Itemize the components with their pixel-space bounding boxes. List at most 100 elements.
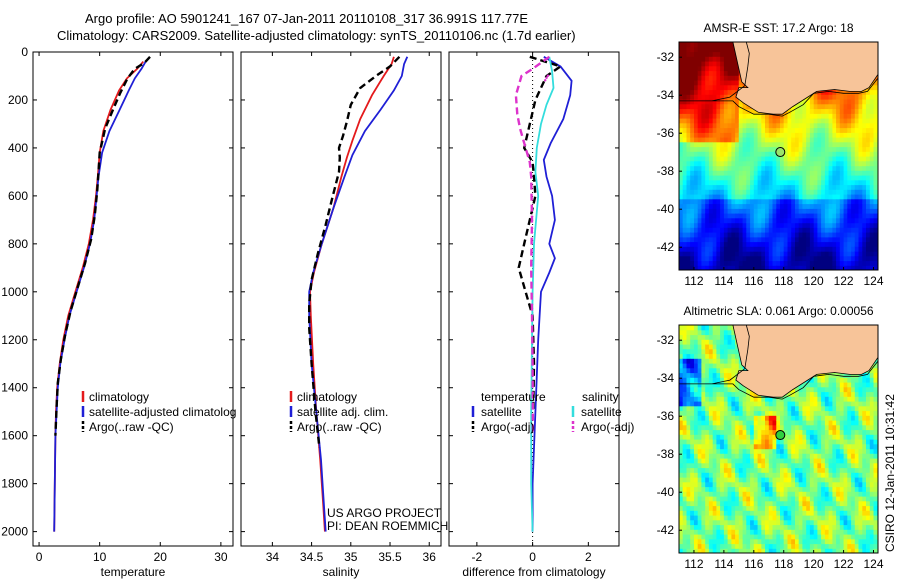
sst-cell bbox=[768, 151, 774, 157]
sst-cell bbox=[682, 208, 687, 214]
sst-cell bbox=[723, 56, 729, 62]
sla-cell bbox=[708, 491, 714, 497]
sst-cell bbox=[746, 260, 751, 266]
sla-cell bbox=[757, 510, 762, 516]
sst-cell bbox=[694, 217, 699, 224]
sla-cell bbox=[731, 334, 736, 340]
sst-cell bbox=[727, 179, 732, 186]
sla-cell bbox=[817, 401, 822, 407]
sst-cell bbox=[813, 232, 818, 238]
sla-cell bbox=[772, 496, 777, 502]
sla-cell bbox=[708, 386, 714, 393]
sst-cell bbox=[746, 227, 751, 233]
sla-cell bbox=[832, 543, 837, 549]
sla-cell bbox=[679, 334, 684, 340]
sla-cell bbox=[705, 491, 710, 497]
sst-cell bbox=[686, 170, 691, 176]
sla-cell bbox=[746, 486, 751, 492]
sst-cell bbox=[817, 194, 822, 200]
sst-cell bbox=[753, 189, 759, 195]
sla-cell bbox=[682, 491, 687, 497]
sst-cell bbox=[843, 265, 848, 270]
sst-cell bbox=[701, 203, 706, 209]
sla-cell bbox=[708, 410, 714, 416]
sst-cell bbox=[727, 99, 732, 105]
sla-cell bbox=[750, 500, 755, 507]
sst-cell bbox=[679, 260, 684, 266]
sla-cell bbox=[768, 396, 774, 402]
sst-cell bbox=[723, 89, 729, 95]
sla-cell bbox=[727, 515, 732, 521]
sst-cell bbox=[806, 99, 811, 105]
sla-cell bbox=[791, 467, 796, 473]
sst-cell bbox=[757, 260, 762, 266]
sla-cell bbox=[697, 524, 702, 530]
sla-cell bbox=[720, 420, 725, 426]
sst-cell bbox=[813, 246, 818, 252]
sla-cell bbox=[694, 391, 699, 397]
sst-cell bbox=[750, 132, 755, 138]
sla-cell bbox=[731, 524, 736, 530]
sla-cell bbox=[727, 391, 732, 397]
sst-cell bbox=[809, 113, 815, 119]
sst-cell bbox=[686, 75, 691, 81]
sst-cell bbox=[817, 203, 822, 209]
sla-cell bbox=[828, 538, 833, 545]
sla-cell bbox=[768, 458, 774, 464]
sla-cell bbox=[809, 500, 815, 507]
sla-cell bbox=[712, 410, 717, 416]
sst-cell bbox=[795, 222, 800, 228]
sla-cell bbox=[817, 458, 822, 464]
sst-cell bbox=[787, 170, 792, 176]
sla-cell bbox=[821, 439, 826, 445]
sst-cell bbox=[690, 132, 695, 138]
sla-cell bbox=[787, 439, 792, 445]
sst-cell bbox=[757, 184, 762, 190]
sla-cell bbox=[694, 472, 699, 478]
sst-cell bbox=[690, 75, 695, 81]
sst-cell bbox=[783, 165, 788, 171]
sst-cell bbox=[757, 113, 762, 119]
sla-cell bbox=[686, 348, 691, 355]
sst-cell bbox=[832, 260, 837, 266]
sla-cell bbox=[694, 405, 699, 412]
sst-cell bbox=[854, 241, 860, 247]
sla-cell bbox=[772, 510, 777, 516]
sla-cell bbox=[780, 453, 785, 459]
sst-cell bbox=[873, 160, 878, 167]
sla-cell bbox=[791, 500, 796, 507]
sla-cell bbox=[832, 410, 837, 416]
sla-cell bbox=[712, 358, 717, 364]
sst-cell bbox=[809, 94, 815, 100]
sla-cell bbox=[716, 472, 721, 478]
sst-cell bbox=[753, 217, 759, 224]
sla-cell bbox=[787, 462, 792, 469]
sst-cell bbox=[847, 189, 852, 195]
sst-cell bbox=[802, 118, 807, 124]
sst-cell bbox=[750, 170, 755, 176]
sla-cell bbox=[697, 405, 702, 412]
sst-cell bbox=[791, 217, 796, 224]
sst-cell bbox=[716, 170, 721, 176]
sst-cell bbox=[701, 127, 706, 133]
sla-cell bbox=[791, 405, 796, 412]
sla-cell bbox=[821, 477, 826, 483]
sst-cell bbox=[847, 203, 852, 209]
sla-cell bbox=[720, 534, 725, 540]
sst-cell bbox=[787, 198, 792, 205]
sst-cell bbox=[862, 265, 867, 270]
sla-cell bbox=[686, 405, 691, 412]
sla-cell bbox=[694, 434, 699, 440]
sst-cell bbox=[720, 165, 725, 171]
sst-cell bbox=[761, 132, 766, 138]
sst-cell bbox=[735, 127, 740, 133]
sla-cell bbox=[686, 377, 691, 383]
sst-cell bbox=[795, 132, 800, 138]
sst-cell bbox=[783, 156, 788, 162]
sst-cell bbox=[854, 198, 860, 205]
sst-cell bbox=[806, 113, 811, 119]
sst-cell bbox=[690, 170, 695, 176]
sst-cell bbox=[731, 232, 736, 238]
sla-cell bbox=[802, 439, 807, 445]
sla-cell bbox=[686, 543, 691, 549]
